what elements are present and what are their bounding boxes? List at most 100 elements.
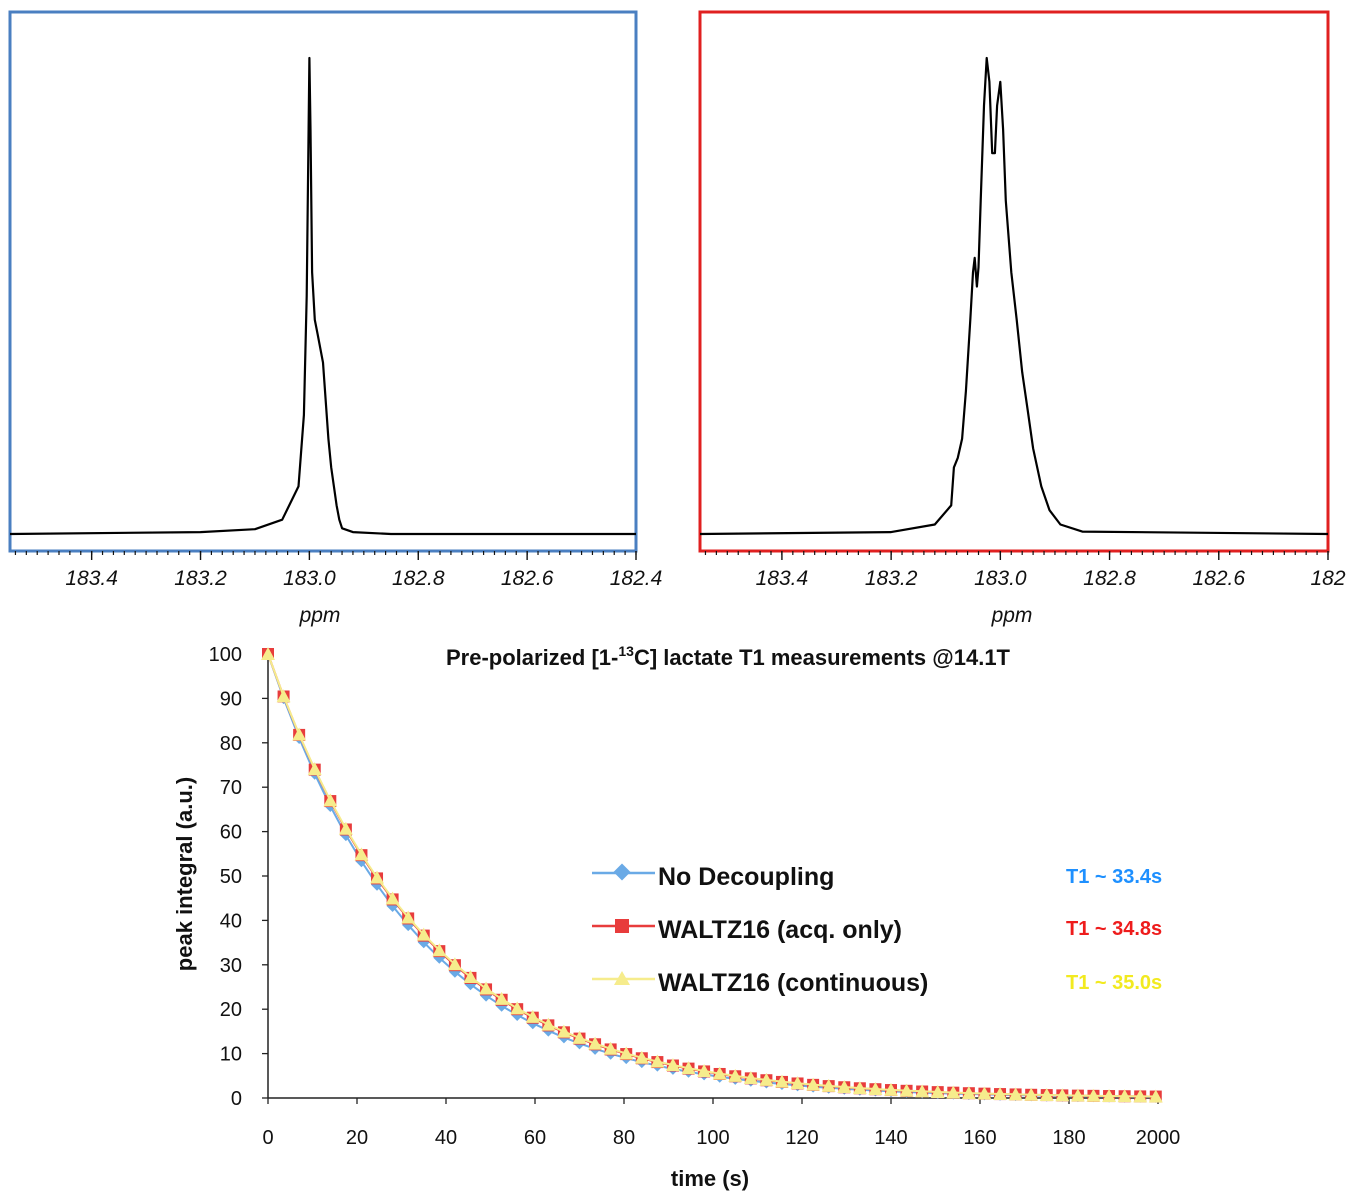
x-tick-label: 80 [613,1127,635,1149]
data-point-triangle [556,1024,571,1038]
x-tick-label: 160 [963,1127,996,1149]
legend-label-waltz16-acq: WALTZ16 (acq. only) [658,916,902,944]
legend-marker-triangle [614,971,630,985]
data-point-triangle [619,1046,634,1060]
data-point-triangle [338,821,353,835]
x-tick-label: 140 [874,1127,907,1149]
x-tick-label: 40 [435,1127,457,1149]
data-point-triangle [261,647,275,660]
legend-entry-no-decoupling: No Decoupling T1 ~ 33.4s [592,863,1162,891]
x-tick-label: 183.4 [756,567,809,590]
legend-marker-square [615,919,629,933]
data-point-triangle [1024,1087,1039,1101]
series-line [267,653,1156,1098]
x-tick-label: 183.0 [283,567,336,590]
legend-label-no-decoupling: No Decoupling [658,863,834,891]
x-tick-label: 183.2 [865,567,918,590]
data-point-triangle [510,1001,525,1015]
data-point-triangle [634,1050,649,1064]
t1-label-waltz16-acq: T1 ~ 34.8s [1066,918,1162,940]
data-point-triangle [385,891,400,905]
right-spectrum-xlabel: ppm [991,604,1033,627]
data-point-triangle [416,927,431,941]
data-point-triangle [1039,1088,1054,1102]
data-point-triangle [525,1009,540,1023]
data-point-triangle [432,943,447,957]
right-spectrum-frame [698,10,1330,553]
right-spectrum-trace [699,56,1329,536]
data-point-triangle [1086,1088,1101,1102]
t1-label-waltz16-cont: T1 ~ 35.0s [1066,972,1162,994]
x-tick-label: 180 [1052,1127,1085,1149]
x-tick-label: 182.8 [1083,567,1136,590]
y-tick-label: 40 [220,910,242,932]
data-point-triangle [1148,1089,1163,1103]
series-layer [261,647,1163,1103]
data-point-triangle [697,1064,712,1078]
left-spectrum-frame [8,10,638,553]
data-point-triangle [961,1086,976,1100]
data-point-triangle [401,910,416,924]
x-tick-label: 60 [524,1127,546,1149]
data-point-triangle [930,1084,945,1098]
data-point-triangle [665,1058,680,1072]
data-point-triangle [1070,1088,1085,1102]
right-spectrum-x-axis: 183.4 183.2 183.0 182.8 182.6 182 [704,551,1346,590]
data-point-triangle [1055,1088,1070,1102]
left-spectrum-xlabel: ppm [299,604,341,627]
legend-entry-waltz16-acq: WALTZ16 (acq. only) T1 ~ 34.8s [592,916,1162,944]
data-point-triangle [728,1068,743,1082]
data-point-triangle [323,793,338,807]
data-point-triangle [650,1054,665,1068]
data-point-triangle [276,689,291,703]
data-point-triangle [463,969,478,983]
data-point-triangle [572,1030,587,1044]
data-point-triangle [977,1086,992,1100]
data-point-triangle [837,1080,852,1094]
data-point-triangle [821,1078,836,1092]
t1-decay-chart: Pre-polarized [1-13C] lactate T1 measure… [172,643,1180,1191]
x-tick-label: 183.2 [174,567,227,590]
legend: No Decoupling T1 ~ 33.4s WALTZ16 (acq. o… [592,863,1162,997]
left-spectrum-panel: 183.4 183.2 183.0 182.8 182.6 182.4 ppm [8,10,663,627]
x-tick-label: 120 [785,1127,818,1149]
y-axis-ticks: 0 10 20 30 40 50 60 70 80 90 100 [209,644,268,1110]
y-tick-label: 10 [220,1044,242,1066]
data-point-triangle [1008,1087,1023,1101]
data-point-triangle [307,762,322,776]
data-point-triangle [899,1083,914,1097]
data-point-triangle [993,1086,1008,1100]
x-axis-ticks: 0 20 40 60 80 100 120 140 160 180 2000 [262,1098,1180,1149]
data-point-triangle [494,991,509,1005]
data-point-triangle [806,1077,821,1091]
y-tick-label: 90 [220,688,242,710]
chart-title: Pre-polarized [1-13C] lactate T1 measure… [446,643,1011,670]
x-tick-label: 2000 [1136,1127,1181,1149]
y-tick-label: 0 [231,1088,242,1110]
x-tick-label: 100 [696,1127,729,1149]
data-point-triangle [541,1017,556,1031]
y-axis-title: peak integral (a.u.) [172,777,197,971]
data-point-triangle [681,1061,696,1075]
y-tick-label: 100 [209,644,242,666]
data-point-triangle [868,1082,883,1096]
x-tick-label: 182.8 [392,567,445,590]
y-tick-label: 60 [220,822,242,844]
legend-marker-diamond [613,863,631,881]
data-point-triangle [479,981,494,995]
data-point-triangle [852,1081,867,1095]
x-tick-label: 182.6 [1193,567,1246,590]
x-tick-label: 182.4 [610,567,663,590]
data-point-triangle [1117,1089,1132,1103]
data-point-triangle [915,1084,930,1098]
data-point-triangle [1102,1088,1117,1102]
data-point-triangle [588,1036,603,1050]
data-point-triangle [790,1076,805,1090]
x-tick-label: 20 [346,1127,368,1149]
data-point-triangle [743,1070,758,1084]
y-tick-label: 50 [220,866,242,888]
legend-label-waltz16-cont: WALTZ16 (continuous) [658,969,928,997]
y-tick-label: 30 [220,955,242,977]
data-point-triangle [292,727,307,741]
